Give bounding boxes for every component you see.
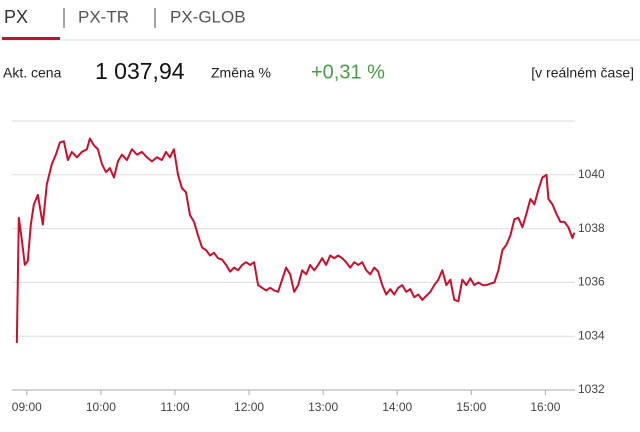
x-tick-label: 12:00 bbox=[234, 400, 264, 414]
change-label: Změna % bbox=[211, 65, 271, 81]
price: 1 037,94 bbox=[95, 58, 185, 84]
x-tick-label: 16:00 bbox=[530, 400, 560, 414]
y-tick-label: 1036 bbox=[578, 275, 605, 289]
x-tick-label: 11:00 bbox=[160, 400, 189, 414]
x-tick-label: 13:00 bbox=[308, 400, 338, 414]
tab[interactable]: PX-TR bbox=[78, 7, 129, 26]
x-tick-label: 15:00 bbox=[456, 400, 486, 414]
price-line bbox=[15, 137, 576, 343]
chart: 1032 1034 1036 1038 1040 09:00 10:00 11:00 12:00… bbox=[12, 120, 605, 414]
change: +0,31 % bbox=[311, 61, 385, 83]
active-tab-underline bbox=[2, 37, 60, 40]
x-tick-label: 09:00 bbox=[12, 400, 42, 414]
y-tick-label: 1040 bbox=[578, 167, 605, 181]
realtime-note: [v reálném čase] bbox=[531, 65, 634, 81]
x-tick-label: 10:00 bbox=[86, 400, 116, 414]
tab[interactable]: PX-GLOB bbox=[170, 7, 246, 26]
tab[interactable]: PX bbox=[4, 7, 28, 27]
y-tick-label: 1038 bbox=[578, 221, 605, 235]
y-tick-label: 1034 bbox=[578, 328, 605, 342]
x-tick-label: 14:00 bbox=[382, 400, 412, 414]
price-label: Akt. cena bbox=[3, 65, 62, 81]
y-tick-label: 1032 bbox=[578, 382, 605, 396]
